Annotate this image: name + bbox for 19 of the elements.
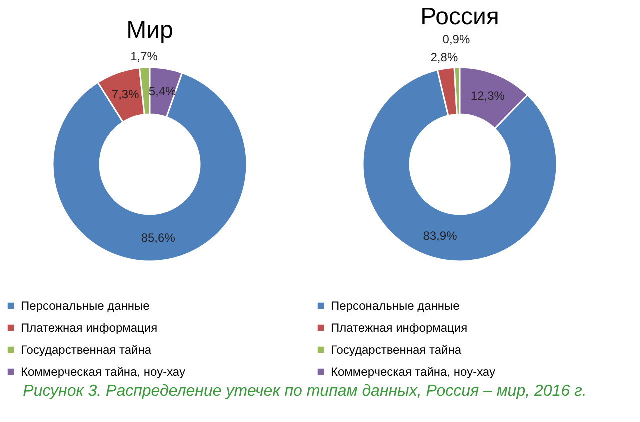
data-label: 2,8% [430, 50, 458, 65]
legend-label: Коммерческая тайна, ноу-хау [331, 365, 496, 379]
data-label: 0,9% [442, 32, 470, 47]
chart-title: Мир [126, 17, 174, 44]
legend-label: Коммерческая тайна, ноу-хау [21, 365, 186, 379]
legend-label: Государственная тайна [21, 343, 152, 357]
data-label: 12,3% [470, 88, 506, 103]
legend-label: Платежная информация [331, 321, 468, 335]
data-label: 7,3% [112, 88, 140, 102]
data-label: 85,6% [141, 231, 176, 246]
legend-label: Платежная информация [21, 321, 158, 335]
data-label: 1,7% [130, 50, 158, 64]
donut-slice [362, 69, 558, 262]
text: Рисунок 3. Распределение утечек по типам данных, Россия – мир, 2016 г. [23, 383, 587, 400]
data-label: 83,9% [423, 228, 458, 243]
chart-title: Россия [420, 4, 500, 31]
legend-label: Государственная тайна [331, 343, 462, 357]
legend-label: Персональные данные [21, 299, 150, 313]
legend-label: Персональные данные [331, 299, 460, 313]
